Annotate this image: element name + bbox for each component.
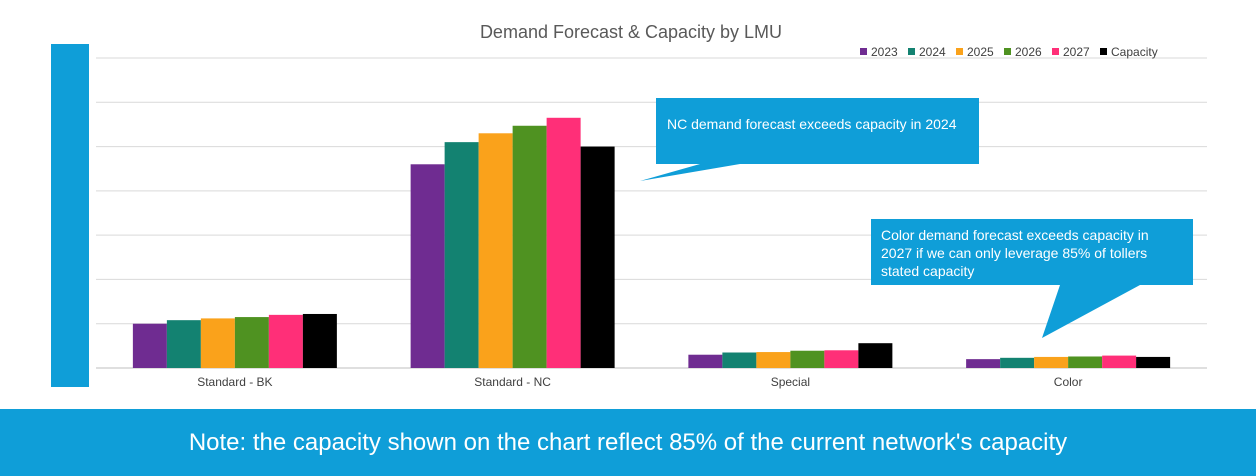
bar-capacity-1 xyxy=(580,146,615,368)
bar-2024-3 xyxy=(1000,357,1035,368)
callout-nc-shape xyxy=(640,98,979,181)
bar-2024-1 xyxy=(444,142,479,368)
gridlines xyxy=(96,57,1207,369)
chart-title: Demand Forecast & Capacity by LMU xyxy=(480,22,782,42)
legend-swatch-2023 xyxy=(860,48,867,55)
legend-swatch-capacity xyxy=(1100,48,1107,55)
legend-swatch-2026 xyxy=(1004,48,1011,55)
bar-2027-0 xyxy=(268,314,303,368)
bar-2026-0 xyxy=(234,317,269,368)
legend-label-capacity: Capacity xyxy=(1111,45,1158,59)
legend-label-2023: 2023 xyxy=(871,45,898,59)
y-axis-blue-bar xyxy=(51,44,89,387)
x-axis-ticks: Standard - BK Standard - NC Special Color xyxy=(197,375,1082,389)
bar-2027-3 xyxy=(1102,355,1137,368)
bar-2025-3 xyxy=(1034,356,1069,368)
x-tick-label: Special xyxy=(771,375,810,389)
bar-2024-0 xyxy=(166,320,201,368)
bar-2024-2 xyxy=(722,352,757,368)
bar-2026-1 xyxy=(512,125,547,368)
legend-swatch-2027 xyxy=(1052,48,1059,55)
bar-2023-0 xyxy=(132,323,167,368)
footer-note: Note: the capacity shown on the chart re… xyxy=(0,409,1256,476)
bar-2023-2 xyxy=(688,354,723,368)
callout-color-shape xyxy=(871,219,1193,338)
bar-2026-3 xyxy=(1068,356,1103,368)
legend: 2023 2024 2025 2026 2027 Capacity xyxy=(860,45,1158,59)
legend-swatch-2025 xyxy=(956,48,963,55)
bar-2026-2 xyxy=(790,350,825,368)
bar-2025-2 xyxy=(756,352,791,368)
bar-capacity-3 xyxy=(1136,356,1171,368)
legend-label-2027: 2027 xyxy=(1063,45,1090,59)
x-tick-label: Color xyxy=(1054,375,1083,389)
bar-2023-1 xyxy=(410,164,445,368)
bar-2025-1 xyxy=(478,133,513,368)
bar-capacity-0 xyxy=(302,313,337,368)
callout-nc-text: NC demand forecast exceeds capacity in 2… xyxy=(667,116,957,132)
bars xyxy=(132,117,1171,369)
legend-label-2026: 2026 xyxy=(1015,45,1042,59)
legend-swatch-2024 xyxy=(908,48,915,55)
bar-2023-3 xyxy=(966,359,1001,368)
x-tick-label: Standard - BK xyxy=(197,375,272,389)
bar-2027-2 xyxy=(824,350,859,368)
chart-area: Standard - BK Standard - NC Special Color D… xyxy=(51,22,1207,389)
legend-label-2025: 2025 xyxy=(967,45,994,59)
legend-label-2024: 2024 xyxy=(919,45,946,59)
bar-2027-1 xyxy=(546,117,581,369)
bar-2025-0 xyxy=(200,318,235,368)
bar-capacity-2 xyxy=(858,343,893,368)
x-tick-label: Standard - NC xyxy=(474,375,551,389)
callout-color-text: Color demand forecast exceeds capacity i… xyxy=(881,227,1149,279)
